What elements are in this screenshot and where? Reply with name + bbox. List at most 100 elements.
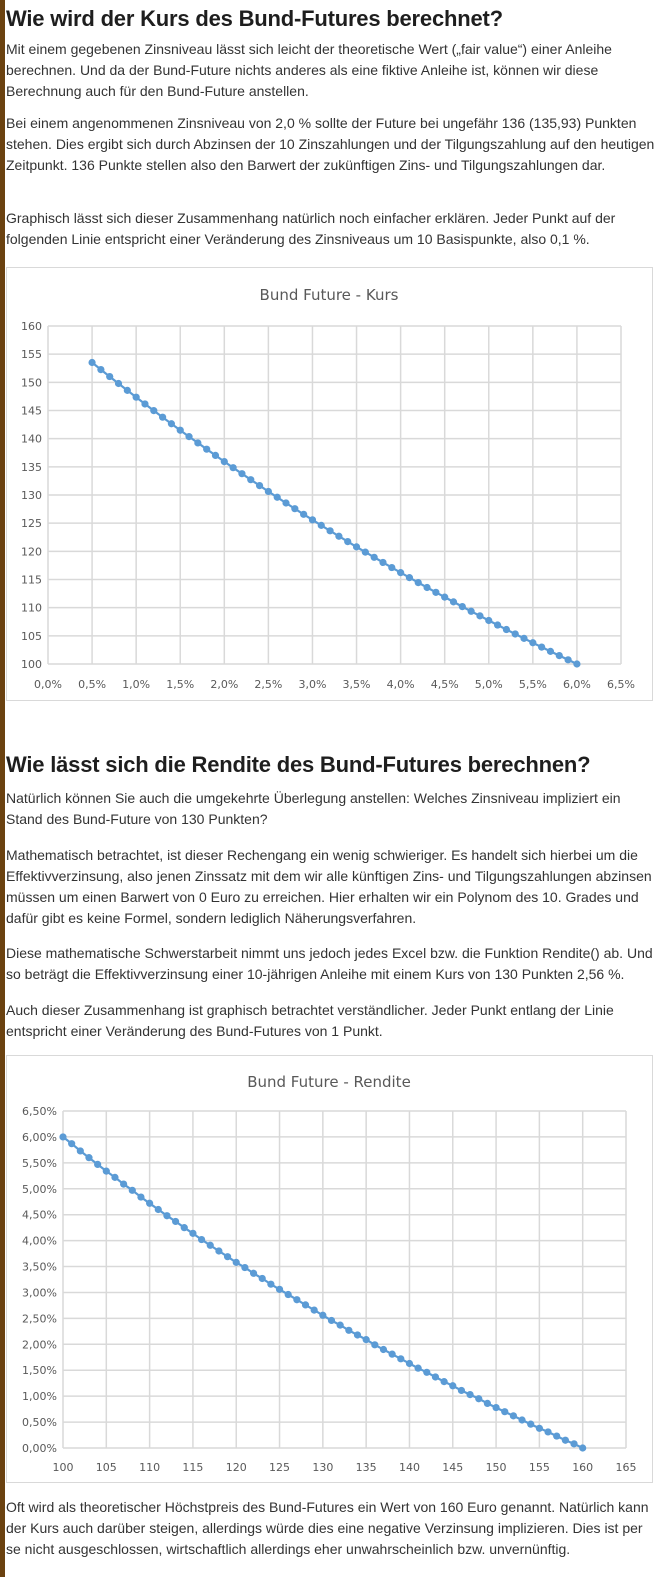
x-tick-label: 2,5% <box>254 678 282 691</box>
x-tick-label: 110 <box>139 1461 160 1474</box>
data-point <box>223 1253 232 1261</box>
data-point <box>518 1416 526 1424</box>
x-tick-label: 100 <box>53 1461 74 1474</box>
y-tick-label: 155 <box>21 348 42 361</box>
data-point <box>397 1355 405 1363</box>
x-tick-label: 5,0% <box>475 678 503 691</box>
y-tick-label: 145 <box>21 405 42 418</box>
x-tick-label: 1,0% <box>122 678 150 691</box>
x-tick-label: 120 <box>226 1461 247 1474</box>
data-point <box>388 1350 396 1358</box>
x-tick-label: 165 <box>616 1461 637 1474</box>
y-tick-label: 130 <box>21 489 42 502</box>
chart-title: Bund Future - Kurs <box>260 286 399 304</box>
data-point <box>467 607 475 615</box>
data-point <box>229 464 237 472</box>
y-tick-label: 0,00% <box>22 1442 57 1455</box>
data-point <box>88 358 96 367</box>
y-tick-label: 1,00% <box>22 1390 57 1403</box>
x-tick-label: 135 <box>356 1461 377 1474</box>
data-point <box>94 1160 102 1169</box>
y-tick-label: 2,00% <box>22 1338 57 1351</box>
paragraph: Oft wird als theoretischer Höchstpreis d… <box>6 1499 649 1557</box>
data-point <box>154 1205 162 1214</box>
data-point <box>232 1258 240 1266</box>
x-tick-label: 105 <box>96 1461 117 1474</box>
data-point <box>511 630 519 638</box>
chart-rendite: Bund Future - Rendite 6,50% 6,00% 5,50% 5,0… <box>6 1055 653 1483</box>
y-tick-label: 1,50% <box>22 1364 57 1377</box>
data-point <box>76 1147 84 1155</box>
data-point <box>258 1274 266 1283</box>
x-tick-label: 4,0% <box>387 678 415 691</box>
data-point <box>538 643 546 651</box>
data-point <box>282 499 290 507</box>
x-tick-label: 155 <box>529 1461 550 1474</box>
data-point <box>319 1311 327 1319</box>
data-point <box>97 366 105 374</box>
data-point <box>345 1326 353 1334</box>
data-point <box>441 593 449 601</box>
data-point <box>579 1444 587 1452</box>
data-point <box>167 420 176 428</box>
data-point <box>379 1345 388 1354</box>
data-point <box>238 470 246 478</box>
data-point <box>493 621 502 629</box>
data-point <box>102 1167 110 1175</box>
x-tick-label: 0,5% <box>78 678 106 691</box>
data-point <box>159 413 167 421</box>
y-tick-label: 2,50% <box>22 1312 57 1325</box>
data-point <box>520 634 528 642</box>
data-point <box>405 1359 414 1368</box>
data-point <box>111 1173 119 1181</box>
x-tick-label: 150 <box>486 1461 507 1474</box>
data-point <box>371 1341 379 1349</box>
data-point <box>492 1403 500 1412</box>
data-point <box>293 1296 301 1304</box>
y-tick-label: 100 <box>21 658 42 671</box>
y-tick-label: 6,00% <box>22 1131 57 1144</box>
data-point <box>68 1140 76 1148</box>
data-point <box>388 563 396 572</box>
data-point <box>128 1186 136 1194</box>
data-point <box>344 537 352 546</box>
data-point <box>220 457 228 466</box>
data-point <box>475 1395 483 1403</box>
data-point <box>570 1440 578 1448</box>
chart-kurs: Bund Future - Kurs 160 155 150 145 140 135 130… <box>6 267 653 701</box>
data-point <box>300 510 308 518</box>
data-point <box>535 1424 543 1432</box>
data-point <box>194 439 202 447</box>
data-point <box>544 1428 552 1436</box>
y-tick-label: 3,00% <box>22 1286 57 1299</box>
y-tick-label: 5,50% <box>22 1157 57 1170</box>
y-tick-label: 0,50% <box>22 1416 57 1429</box>
data-point <box>561 1436 569 1444</box>
paragraph: Auch dieser Zusammenhang ist graphisch b… <box>6 1002 614 1039</box>
paragraph: Bei einem angenommenen Zinsniveau von 2,… <box>6 115 655 173</box>
data-point <box>172 1217 180 1226</box>
data-point <box>163 1212 171 1220</box>
paragraph: Mathematisch betrachtet, ist dieser Rech… <box>6 847 652 926</box>
x-tick-label: 3,5% <box>343 678 371 691</box>
data-point <box>255 481 264 490</box>
y-tick-label: 6,50% <box>22 1105 57 1118</box>
x-tick-label: 5,5% <box>519 678 547 691</box>
paragraph: Graphisch lässt sich dieser Zusammenhang… <box>6 210 616 247</box>
data-point <box>466 1390 474 1399</box>
data-point <box>353 1331 362 1339</box>
x-tick-label: 130 <box>312 1461 333 1474</box>
data-point <box>249 1269 258 1277</box>
x-tick-label: 125 <box>269 1461 290 1474</box>
data-point <box>308 516 317 524</box>
data-point <box>291 505 299 513</box>
x-tick-label: 6,0% <box>563 678 591 691</box>
paragraph: Natürlich können Sie auch die umgekehrte… <box>6 790 621 827</box>
data-point <box>203 445 211 453</box>
data-point <box>546 647 555 655</box>
series-line <box>91 361 578 665</box>
paragraph: Diese mathematische Schwerstarbeit nimmt… <box>6 945 653 982</box>
data-point <box>114 379 123 388</box>
x-tick-label: 0,0% <box>34 678 62 691</box>
data-point <box>397 569 405 577</box>
